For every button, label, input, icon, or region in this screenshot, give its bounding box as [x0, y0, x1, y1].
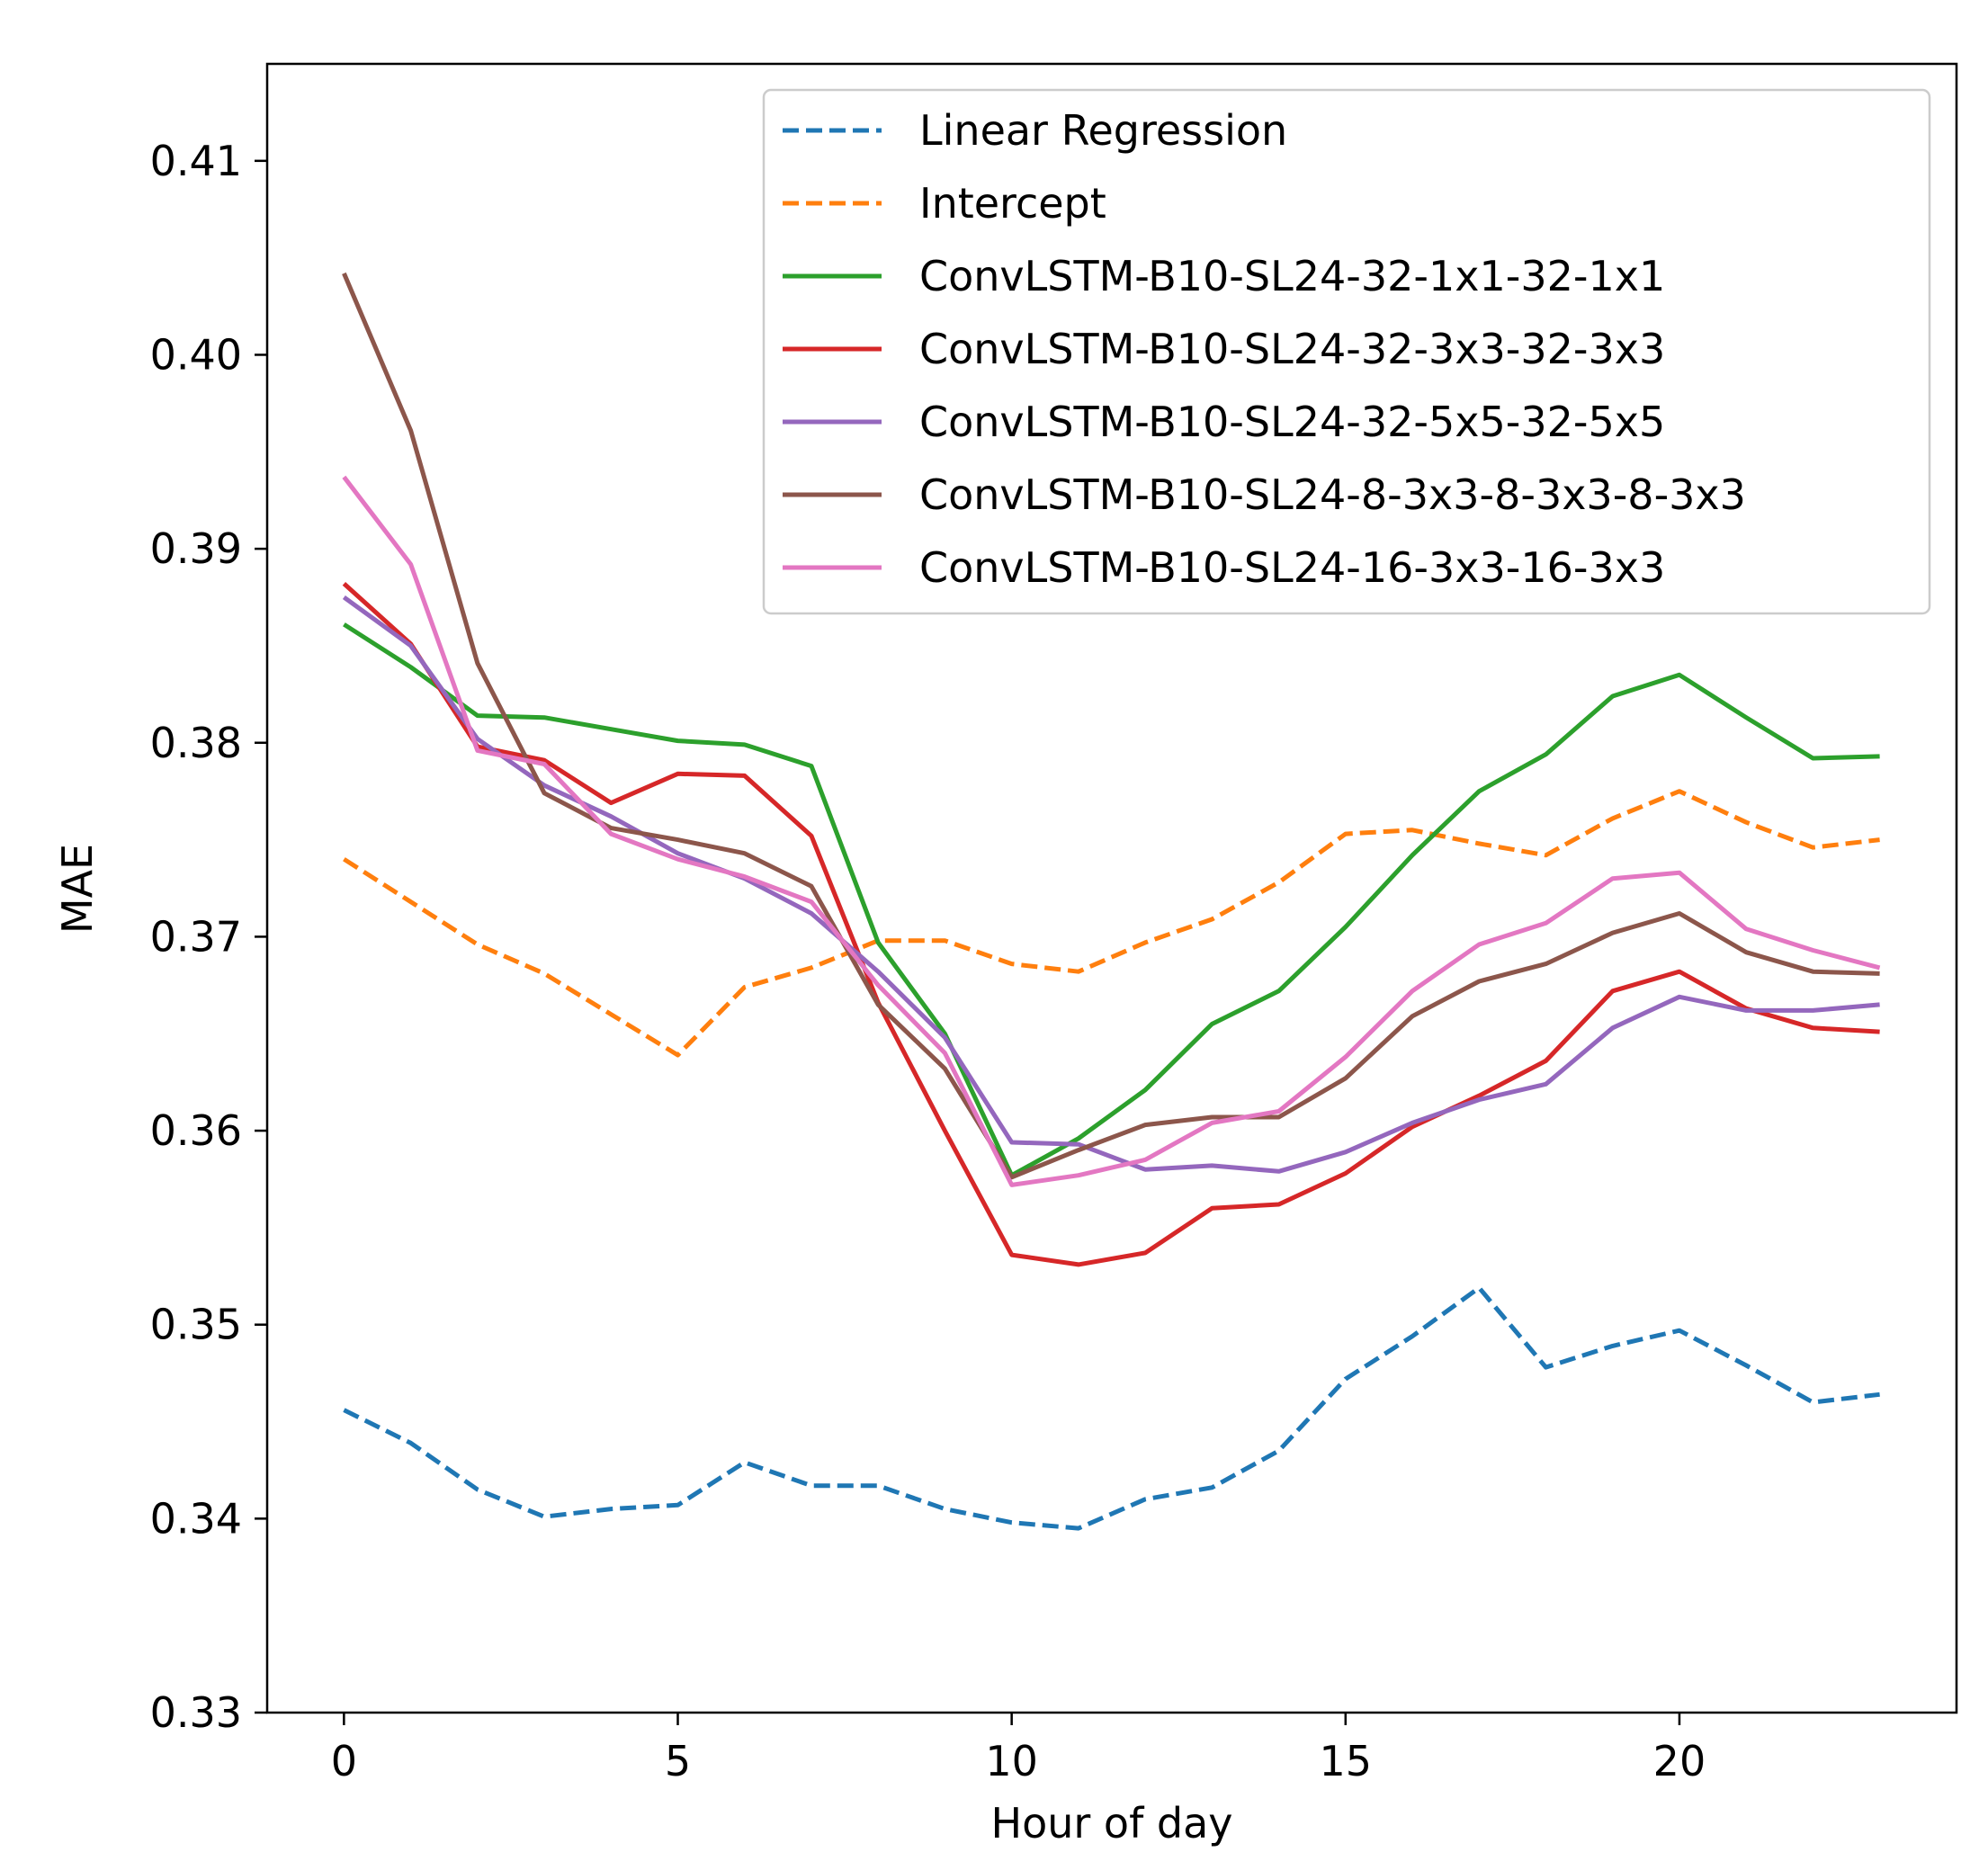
- x-tick-label: 10: [985, 1737, 1038, 1785]
- series-line-5: [342, 595, 1880, 1174]
- y-tick-label: 0.40: [150, 330, 242, 379]
- legend-label-2: Intercept: [919, 179, 1106, 228]
- legend-label-4: ConvLSTM-B10-SL24-32-3x3-32-3x3: [919, 325, 1665, 373]
- x-tick-label: 15: [1320, 1737, 1373, 1785]
- legend-box: [762, 88, 1931, 615]
- legend-label-6: ConvLSTM-B10-SL24-8-3x3-8-3x3-8-3x3: [919, 470, 1746, 519]
- x-tick-label: 20: [1653, 1737, 1706, 1785]
- y-tick-label: 0.36: [150, 1106, 242, 1155]
- y-tick-label: 0.41: [150, 137, 242, 185]
- x-tick-label: 5: [665, 1737, 691, 1785]
- x-tick-label: 0: [331, 1737, 357, 1785]
- series-line-3: [343, 622, 1880, 1178]
- y-tick-label: 0.38: [150, 719, 242, 767]
- y-axis-label: MAE: [53, 844, 102, 934]
- legend-label-3: ConvLSTM-B10-SL24-32-1x1-32-1x1: [919, 252, 1665, 300]
- legend: Linear Regression Intercept ConvLSTM-B10-S…: [762, 88, 1931, 615]
- y-tick-label: 0.33: [150, 1688, 242, 1737]
- legend-label-5: ConvLSTM-B10-SL24-32-5x5-32-5x5: [919, 398, 1665, 446]
- series-line-4: [342, 582, 1880, 1267]
- y-tick-label: 0.39: [150, 524, 242, 573]
- legend-label-1: Linear Regression: [919, 106, 1287, 155]
- series-line-7: [342, 475, 1881, 1187]
- series-line-2: [343, 789, 1880, 1058]
- y-tick-label: 0.37: [150, 912, 242, 961]
- y-tick-label: 0.34: [150, 1494, 242, 1543]
- series-layer: [342, 272, 1881, 1531]
- x-axis-label: Hour of day: [991, 1799, 1233, 1848]
- plot-frame: [265, 62, 1958, 1714]
- y-tick-label: 0.35: [150, 1301, 242, 1349]
- ticks-layer: 0 5 10 15 20 0.33 0.34 0.35 0.36 0.37 0.38 0.39 0.40…: [150, 137, 1706, 1785]
- series-line-1: [343, 1285, 1880, 1531]
- legend-label-7: ConvLSTM-B10-SL24-16-3x3-16-3x3: [919, 543, 1665, 592]
